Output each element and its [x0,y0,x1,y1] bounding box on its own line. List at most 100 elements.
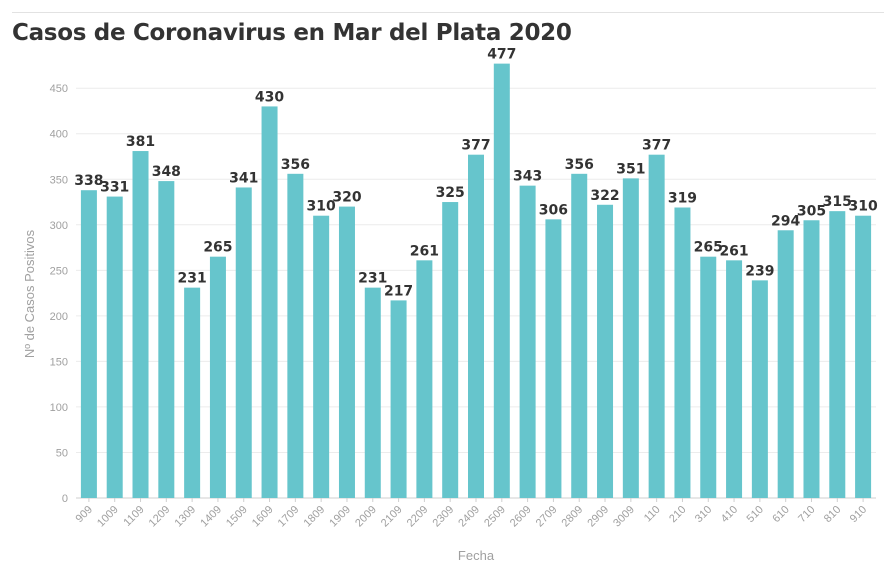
bar [235,187,252,498]
x-tick-label: 1009 [95,504,121,530]
y-tick-label: 350 [50,174,68,186]
bar [648,154,665,498]
x-tick-label: 909 [74,504,95,525]
x-tick-label: 1709 [276,504,302,530]
bar [545,219,562,499]
x-tick-label: 2609 [508,504,534,530]
x-tick-label: 1109 [121,504,146,529]
x-tick-label: 2109 [379,504,405,530]
bars [80,63,872,499]
x-tick-label: 610 [770,504,791,525]
bar [261,106,278,498]
bar [338,206,355,498]
chart-title: Casos de Coronavirus en Mar del Plata 20… [12,20,572,46]
data-label: 331 [100,180,129,196]
data-label: 322 [590,188,619,204]
bar [416,260,433,498]
top-divider [12,12,884,13]
y-tick-label: 200 [50,311,68,323]
data-label: 348 [152,164,181,180]
bar [493,63,510,499]
data-label: 320 [332,190,361,206]
data-label: 430 [255,89,284,105]
y-tick-label: 50 [56,447,68,459]
bar [442,202,459,499]
data-label: 310 [307,199,336,215]
x-tick-label: 2009 [353,504,379,530]
data-label: 356 [565,157,594,173]
data-label: 239 [745,263,774,279]
data-label: 381 [126,134,155,150]
bar [184,287,201,498]
x-tick-label: 2309 [431,504,457,530]
x-tick-label: 1509 [224,504,250,530]
x-tick-label: 1409 [198,504,224,530]
data-label: 377 [642,138,671,154]
bar [726,260,743,498]
data-label: 261 [410,243,439,259]
x-tick-label: 510 [745,504,766,525]
x-tick-label: 2909 [585,504,611,530]
data-label: 305 [797,203,826,219]
data-label: 341 [229,170,258,186]
x-tick-label: 2809 [560,504,586,530]
x-tick-label: 2509 [482,504,508,530]
data-label: 343 [513,169,542,185]
data-label: 265 [694,240,723,256]
x-tick-label: 1909 [327,504,353,530]
x-tick-label: 1309 [172,504,198,530]
bar [571,173,588,499]
bar [106,196,123,498]
x-tick-label: 410 [719,504,740,525]
data-label: 477 [487,47,516,63]
bar [622,178,639,498]
x-axis-title: Fecha [458,548,495,563]
data-label: 306 [539,202,568,218]
x-tick-label: 110 [642,504,663,525]
x-tick-label: 1609 [250,504,276,530]
y-tick-label: 450 [50,83,68,95]
bar [468,154,484,498]
data-label: 338 [74,173,103,189]
bar [390,300,407,498]
y-axis-title: Nº de Casos Positivos [22,229,37,358]
bar [364,287,381,498]
bar [803,220,820,499]
y-tick-label: 300 [50,220,68,232]
data-label: 356 [281,157,310,173]
x-tick-label: 2409 [456,504,482,530]
y-tick-label: 100 [50,402,68,414]
bar [313,215,330,498]
bar [674,207,691,498]
y-tick-label: 250 [50,265,68,277]
x-tick-label: 1809 [301,504,327,530]
data-label: 231 [178,271,207,287]
x-tick-label: 2709 [534,504,560,530]
bar [80,190,97,498]
data-label: 377 [461,138,490,154]
y-tick-label: 400 [50,129,68,141]
data-labels: 3383313813482312653414303563103202312172… [74,47,878,300]
bar [777,230,794,498]
bar [829,211,846,499]
x-tick-label: 3009 [611,504,637,530]
y-tick-label: 0 [62,493,68,505]
x-tick-label: 710 [796,504,817,525]
x-tick-label: 210 [667,504,688,525]
data-label: 351 [616,161,645,177]
bar [855,215,872,498]
data-label: 310 [848,199,877,215]
data-label: 319 [668,191,697,207]
data-label: 217 [384,283,413,299]
data-label: 294 [771,213,800,229]
x-tick-label: 910 [848,504,869,525]
data-label: 315 [823,194,852,210]
x-tick-label: 810 [822,504,843,525]
bar [209,256,226,498]
y-tick-label: 150 [50,356,68,368]
data-label: 325 [436,185,465,201]
bar [751,280,768,498]
x-tick-label: 1209 [147,504,173,530]
bar [700,256,717,498]
